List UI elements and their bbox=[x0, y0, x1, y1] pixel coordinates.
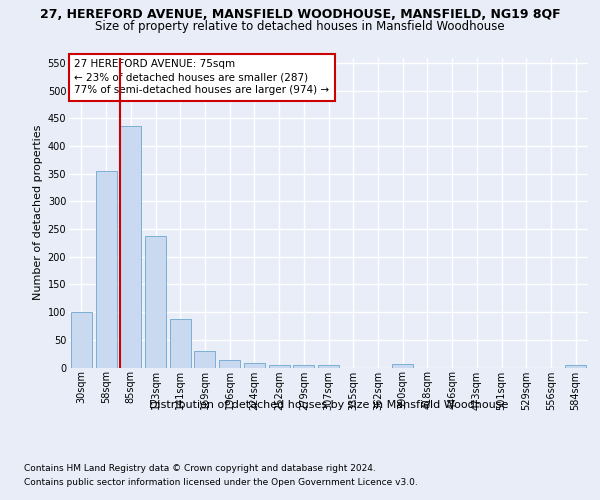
Bar bbox=[219, 360, 240, 368]
Bar bbox=[71, 312, 92, 368]
Text: Contains public sector information licensed under the Open Government Licence v3: Contains public sector information licen… bbox=[24, 478, 418, 487]
Bar bbox=[318, 364, 339, 368]
Bar bbox=[269, 364, 290, 368]
Bar bbox=[293, 364, 314, 368]
Text: 27 HEREFORD AVENUE: 75sqm
← 23% of detached houses are smaller (287)
77% of semi: 27 HEREFORD AVENUE: 75sqm ← 23% of detac… bbox=[74, 59, 329, 96]
Bar bbox=[392, 364, 413, 368]
Bar bbox=[95, 171, 116, 368]
Bar bbox=[244, 362, 265, 368]
Text: Size of property relative to detached houses in Mansfield Woodhouse: Size of property relative to detached ho… bbox=[95, 20, 505, 33]
Bar bbox=[194, 352, 215, 368]
Text: Contains HM Land Registry data © Crown copyright and database right 2024.: Contains HM Land Registry data © Crown c… bbox=[24, 464, 376, 473]
Bar bbox=[565, 364, 586, 368]
Bar bbox=[120, 126, 141, 368]
Y-axis label: Number of detached properties: Number of detached properties bbox=[34, 125, 43, 300]
Bar bbox=[145, 236, 166, 368]
Bar bbox=[170, 319, 191, 368]
Text: Distribution of detached houses by size in Mansfield Woodhouse: Distribution of detached houses by size … bbox=[149, 400, 508, 410]
Text: 27, HEREFORD AVENUE, MANSFIELD WOODHOUSE, MANSFIELD, NG19 8QF: 27, HEREFORD AVENUE, MANSFIELD WOODHOUSE… bbox=[40, 8, 560, 20]
